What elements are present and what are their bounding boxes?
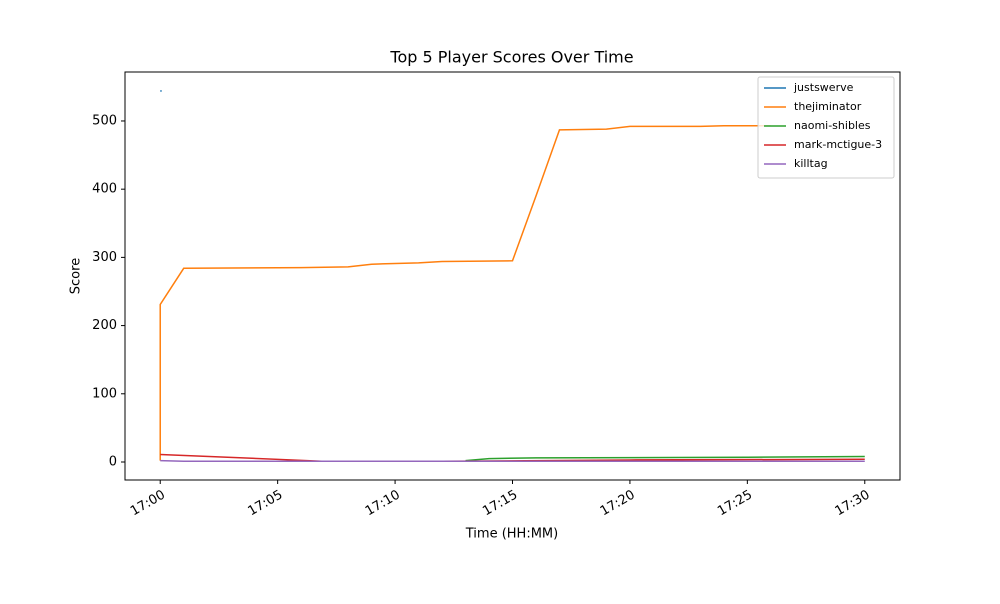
legend-label: justswerve (793, 81, 854, 94)
x-tick-label: 17:20 (598, 488, 638, 520)
x-tick-label: 17:10 (363, 488, 403, 520)
legend-label: mark-mctigue-3 (794, 138, 882, 151)
y-tick-label: 100 (92, 386, 117, 401)
y-tick-label: 300 (92, 250, 117, 265)
x-axis-label: Time (HH:MM) (465, 527, 558, 542)
legend-label: killtag (794, 157, 828, 170)
y-axis-label: Score (69, 258, 84, 294)
legend-box (757, 76, 895, 179)
series-line (465, 455, 865, 462)
series-line (159, 124, 771, 461)
x-tick-label: 17:15 (480, 488, 520, 520)
y-tick-label: 200 (92, 318, 117, 333)
y-tick-label: 400 (92, 182, 117, 197)
x-tick-label: 17:30 (833, 488, 873, 520)
legend-label: thejiminator (794, 100, 862, 113)
x-tick-label: 17:25 (715, 488, 755, 520)
x-tick-label: 17:00 (128, 488, 168, 520)
x-tick-label: 17:05 (245, 488, 285, 520)
legend-label: naomi-shibles (794, 119, 871, 132)
y-tick-label: 0 (109, 454, 117, 469)
series-line (160, 459, 865, 463)
y-tick-label: 500 (92, 113, 117, 128)
chart-title: Top 5 Player Scores Over Time (389, 48, 633, 67)
